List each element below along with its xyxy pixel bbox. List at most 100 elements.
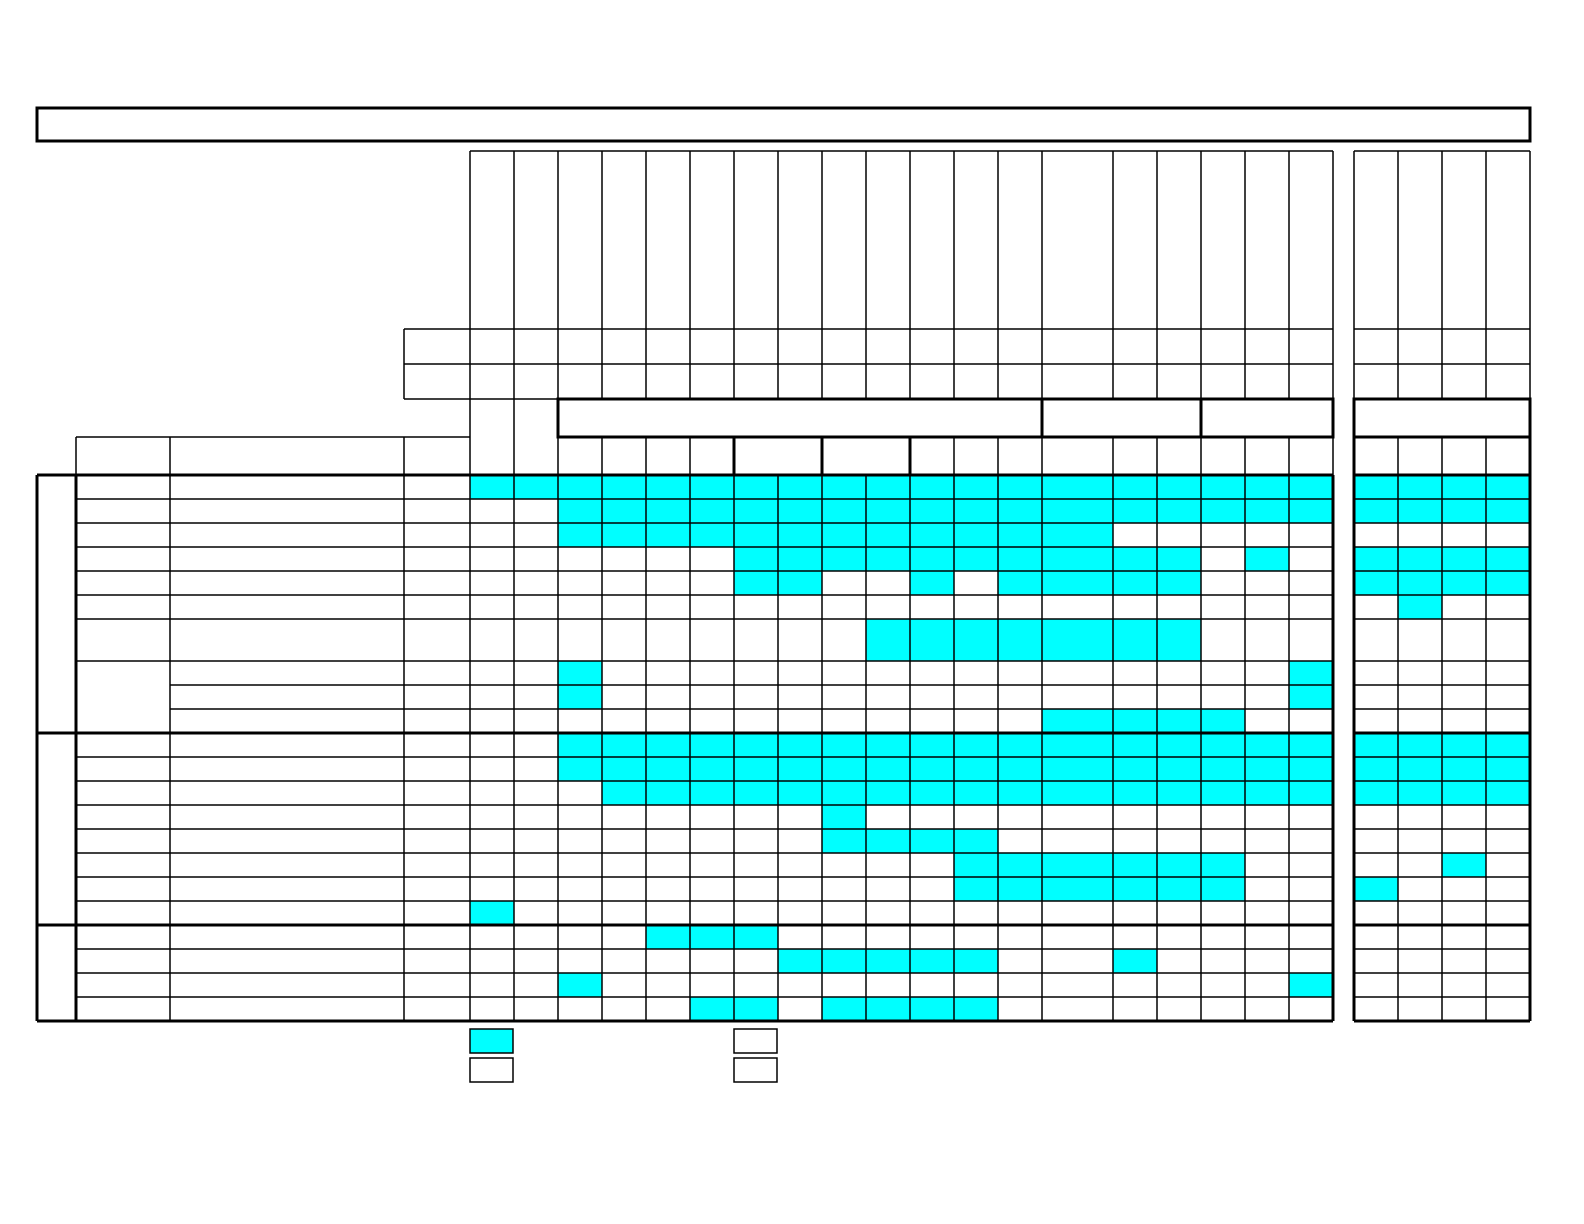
side-matrix-cell (1442, 781, 1486, 805)
matrix-cell (998, 877, 1042, 901)
matrix-cell (602, 973, 646, 997)
side-matrix-cell (1442, 757, 1486, 781)
matrix-cell (1289, 547, 1333, 571)
matrix-cell (822, 877, 866, 901)
matrix-cell (602, 757, 646, 781)
side-matrix-cell (1442, 595, 1486, 619)
side-matrix-cell (1354, 925, 1398, 949)
side-matrix-cell (1354, 499, 1398, 523)
side-matrix-cell (1398, 829, 1442, 853)
matrix-cell (1157, 757, 1201, 781)
matrix-cell (470, 997, 514, 1021)
side-matrix-cell (1486, 685, 1530, 709)
matrix-cell (998, 709, 1042, 733)
matrix-cell (910, 925, 954, 949)
side-matrix-cell (1442, 709, 1486, 733)
matrix-cell (1042, 925, 1113, 949)
side-matrix-cell (1486, 547, 1530, 571)
column-header-area (75, 150, 1532, 475)
matrix-cell (1157, 829, 1201, 853)
matrix-cell (1245, 973, 1289, 997)
matrix-cell (1113, 523, 1157, 547)
side-matrix-cell (1398, 877, 1442, 901)
matrix-cell (866, 685, 910, 709)
matrix-cell (866, 877, 910, 901)
matrix-cell (1245, 499, 1289, 523)
matrix-cell (822, 781, 866, 805)
matrix-cell (690, 595, 734, 619)
matrix-cell (1201, 619, 1245, 661)
matrix-cell (646, 901, 690, 925)
matrix-cell (910, 829, 954, 853)
matrix-cell (734, 853, 778, 877)
matrix-cell (734, 595, 778, 619)
matrix-cell (1289, 829, 1333, 853)
side-matrix-cell (1398, 547, 1442, 571)
matrix-cell (778, 571, 822, 595)
matrix-cell (470, 925, 514, 949)
matrix-cell (558, 523, 602, 547)
matrix-cell (822, 571, 866, 595)
side-matrix-cell (1354, 805, 1398, 829)
matrix-cell (1157, 925, 1201, 949)
matrix-cell (998, 733, 1042, 757)
matrix-cell (1201, 685, 1245, 709)
matrix-cell (822, 853, 866, 877)
side-matrix-cell (1486, 877, 1530, 901)
matrix-cell (734, 805, 778, 829)
matrix-cell (514, 901, 558, 925)
matrix-cell (866, 523, 910, 547)
matrix-cell (602, 949, 646, 973)
side-matrix-cell (1354, 829, 1398, 853)
matrix-cell (1289, 853, 1333, 877)
matrix-cell (602, 901, 646, 925)
matrix-cell (954, 709, 998, 733)
matrix-cell (470, 733, 514, 757)
matrix-cell (470, 805, 514, 829)
matrix-cell (910, 685, 954, 709)
matrix-cell (866, 997, 910, 1021)
legend-swatch (469, 1057, 514, 1083)
matrix-cell (690, 499, 734, 523)
matrix-cell (866, 925, 910, 949)
matrix-cell (602, 853, 646, 877)
matrix-cell (822, 973, 866, 997)
matrix-cell (822, 685, 866, 709)
matrix-cell (470, 709, 514, 733)
matrix-cell (734, 499, 778, 523)
matrix-cell (954, 475, 998, 499)
matrix-cell (998, 925, 1042, 949)
matrix-cell (646, 595, 690, 619)
matrix-cell (954, 523, 998, 547)
matrix-cell (514, 661, 558, 685)
matrix-cell (998, 499, 1042, 523)
matrix-cell (1201, 805, 1245, 829)
matrix-cell (734, 949, 778, 973)
matrix-cell (646, 997, 690, 1021)
matrix-cell (690, 757, 734, 781)
matrix-cell (602, 595, 646, 619)
matrix-cell (866, 547, 910, 571)
side-matrix-cell (1398, 925, 1442, 949)
side-matrix-cell (1398, 475, 1442, 499)
side-matrix-cell (1486, 781, 1530, 805)
matrix-cell (646, 475, 690, 499)
matrix-cell (734, 901, 778, 925)
side-matrix-cell (1486, 709, 1530, 733)
matrix-cell (822, 997, 866, 1021)
matrix-cell (690, 853, 734, 877)
matrix-cell (690, 523, 734, 547)
matrix-cell (558, 733, 602, 757)
matrix-cell (910, 757, 954, 781)
side-matrix-cell (1486, 571, 1530, 595)
matrix-cell (910, 781, 954, 805)
side-matrix-cell (1486, 973, 1530, 997)
matrix-cell (1157, 661, 1201, 685)
matrix-cell (1289, 685, 1333, 709)
matrix-cell (822, 523, 866, 547)
side-matrix-cell (1398, 619, 1442, 661)
side-matrix-cell (1442, 523, 1486, 547)
matrix-cell (778, 757, 822, 781)
matrix-cell (1157, 619, 1201, 661)
matrix-cell (1042, 901, 1113, 925)
